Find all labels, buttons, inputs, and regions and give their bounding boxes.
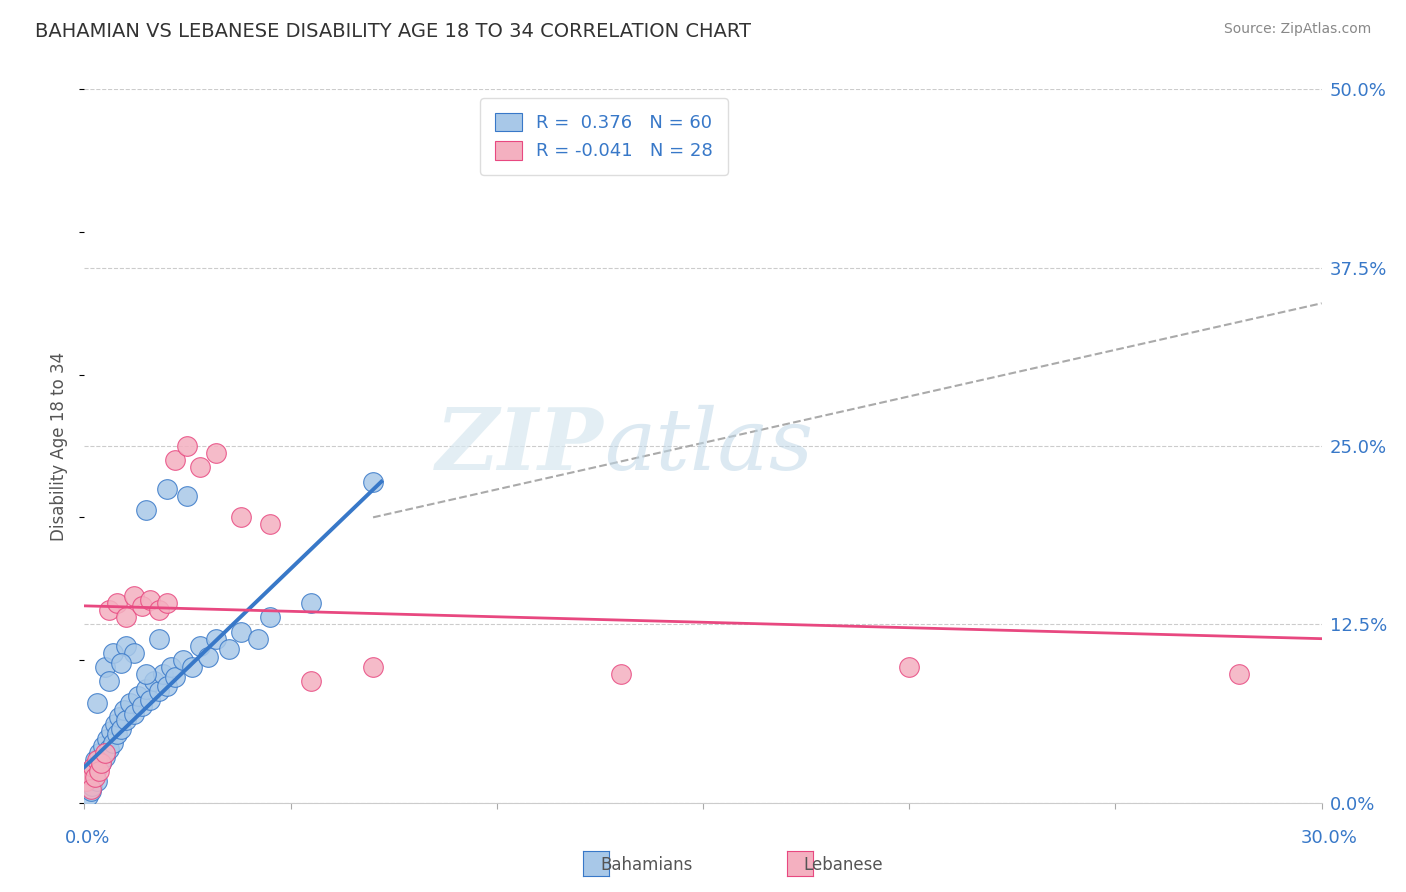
Point xyxy=(246,632,269,646)
Point xyxy=(79,781,101,796)
Point xyxy=(86,774,108,789)
Point xyxy=(94,660,117,674)
Point xyxy=(98,674,121,689)
Point xyxy=(122,646,145,660)
Y-axis label: Disability Age 18 to 34: Disability Age 18 to 34 xyxy=(51,351,69,541)
Point xyxy=(105,596,128,610)
Point xyxy=(139,593,162,607)
Point xyxy=(139,693,162,707)
Point xyxy=(100,724,122,739)
Point xyxy=(114,610,136,624)
Text: Source: ZipAtlas.com: Source: ZipAtlas.com xyxy=(1223,22,1371,37)
Point xyxy=(361,475,384,489)
Point xyxy=(218,641,240,656)
Point xyxy=(165,670,187,684)
Point xyxy=(103,736,125,750)
Point xyxy=(77,774,100,789)
Point xyxy=(118,696,141,710)
Point xyxy=(156,679,179,693)
Point xyxy=(165,453,187,467)
Text: 30.0%: 30.0% xyxy=(1301,829,1357,847)
Point xyxy=(79,784,101,798)
Point xyxy=(143,674,166,689)
Point xyxy=(152,667,174,681)
Point xyxy=(131,698,153,713)
Point xyxy=(86,753,108,767)
Point xyxy=(82,760,104,774)
Point xyxy=(188,639,211,653)
Point xyxy=(156,596,179,610)
Point xyxy=(110,722,132,736)
Text: atlas: atlas xyxy=(605,405,813,487)
Point xyxy=(299,674,322,689)
Point xyxy=(76,789,98,803)
Point xyxy=(82,760,104,774)
Point xyxy=(96,731,118,746)
Point xyxy=(75,774,97,789)
Point xyxy=(148,632,170,646)
Point xyxy=(609,667,631,681)
Point xyxy=(176,489,198,503)
Point xyxy=(114,713,136,727)
Point xyxy=(82,770,104,784)
Point xyxy=(114,639,136,653)
Point xyxy=(361,660,384,674)
Point xyxy=(259,610,281,624)
Point xyxy=(80,779,103,793)
Point xyxy=(77,767,100,781)
Point xyxy=(205,632,228,646)
Point xyxy=(172,653,194,667)
Point xyxy=(83,753,105,767)
Point xyxy=(87,746,110,760)
Point xyxy=(229,510,252,524)
Point xyxy=(98,741,121,756)
Text: BAHAMIAN VS LEBANESE DISABILITY AGE 18 TO 34 CORRELATION CHART: BAHAMIAN VS LEBANESE DISABILITY AGE 18 T… xyxy=(35,22,751,41)
Point xyxy=(94,750,117,764)
Point xyxy=(229,624,252,639)
Point xyxy=(898,660,921,674)
Point xyxy=(94,746,117,760)
Point xyxy=(84,764,107,779)
Point xyxy=(79,767,101,781)
Point xyxy=(131,599,153,613)
Point xyxy=(127,689,149,703)
Point xyxy=(91,739,114,753)
Point xyxy=(87,764,110,779)
Point xyxy=(259,517,281,532)
Point xyxy=(135,681,157,696)
Point xyxy=(299,596,322,610)
Point xyxy=(148,603,170,617)
Point xyxy=(156,482,179,496)
Point xyxy=(135,667,157,681)
Point xyxy=(122,589,145,603)
Point xyxy=(98,603,121,617)
Point xyxy=(197,650,219,665)
Point xyxy=(205,446,228,460)
Point xyxy=(108,710,131,724)
Point xyxy=(160,660,183,674)
Point xyxy=(176,439,198,453)
Point xyxy=(180,660,202,674)
Point xyxy=(110,656,132,670)
Point xyxy=(122,707,145,722)
Point xyxy=(188,460,211,475)
Point xyxy=(75,781,97,796)
Point xyxy=(90,756,112,770)
Point xyxy=(86,696,108,710)
Text: Lebanese: Lebanese xyxy=(804,855,883,873)
Point xyxy=(105,727,128,741)
Point xyxy=(135,503,157,517)
Text: 0.0%: 0.0% xyxy=(65,829,110,847)
Legend: R =  0.376   N = 60, R = -0.041   N = 28: R = 0.376 N = 60, R = -0.041 N = 28 xyxy=(481,98,727,175)
Point xyxy=(104,717,127,731)
Point xyxy=(112,703,135,717)
Point xyxy=(148,684,170,698)
Point xyxy=(103,646,125,660)
Text: ZIP: ZIP xyxy=(436,404,605,488)
Point xyxy=(83,770,105,784)
Point xyxy=(1227,667,1250,681)
Text: Bahamians: Bahamians xyxy=(600,855,693,873)
Point xyxy=(90,756,112,770)
